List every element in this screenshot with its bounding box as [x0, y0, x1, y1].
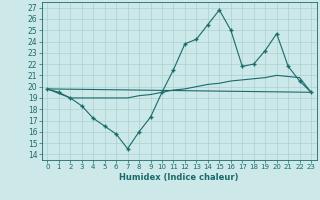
X-axis label: Humidex (Indice chaleur): Humidex (Indice chaleur): [119, 173, 239, 182]
